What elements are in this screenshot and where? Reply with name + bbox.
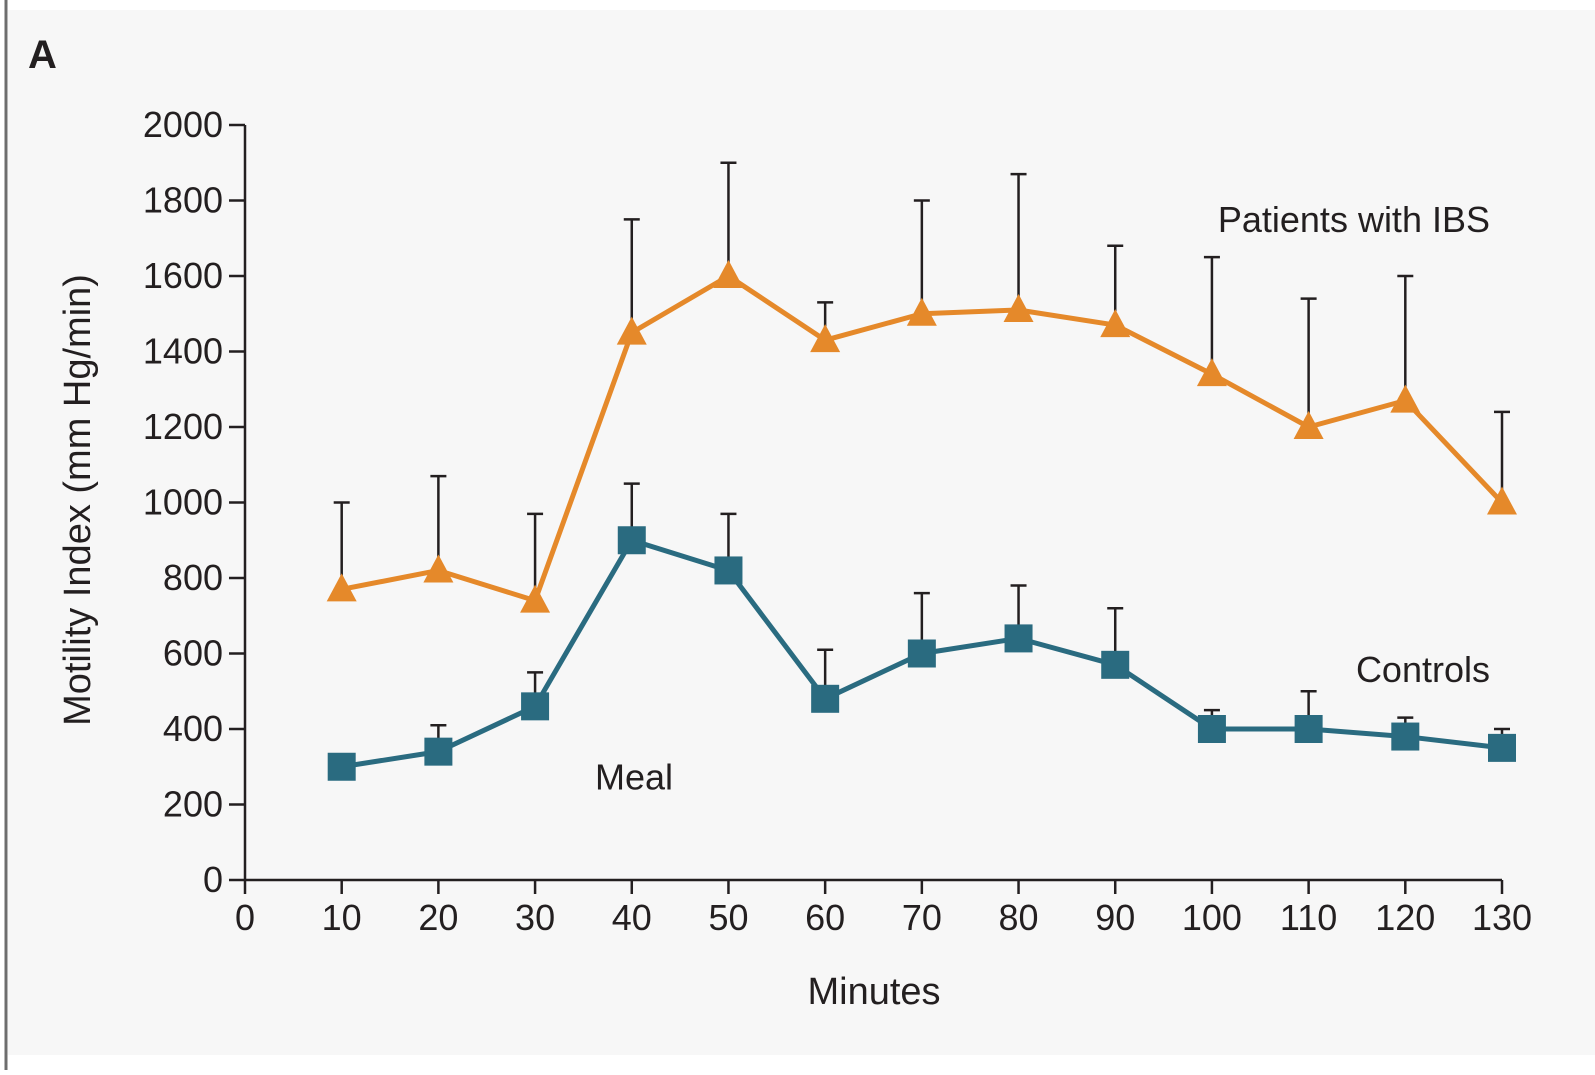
marker-controls	[811, 684, 840, 713]
panel-letter: A	[28, 33, 57, 77]
x-tick-label: 70	[902, 897, 942, 938]
y-tick-label: 1400	[143, 331, 223, 372]
marker-controls	[1101, 650, 1130, 679]
y-ticks-group: 0 200 400 600 800 1000 1200 1400 1600 1800 2000	[143, 104, 245, 900]
marker-controls	[617, 526, 646, 555]
x-tick-label: 60	[805, 897, 845, 938]
marker-controls	[327, 752, 356, 781]
marker-ibs	[1100, 309, 1131, 338]
marker-controls	[907, 639, 936, 668]
meal-annotation: Meal	[595, 756, 673, 797]
marker-controls	[1391, 722, 1420, 751]
marker-ibs	[1390, 384, 1421, 413]
marker-controls	[521, 692, 550, 721]
markers-group	[326, 260, 1517, 781]
x-tick-label: 90	[1095, 897, 1135, 938]
marker-ibs	[520, 584, 551, 613]
y-tick-label: 400	[163, 708, 223, 749]
x-tick-label: 20	[418, 897, 458, 938]
marker-controls	[1488, 733, 1516, 762]
y-tick-label: 1800	[143, 180, 223, 221]
x-tick-label: 120	[1375, 897, 1435, 938]
x-tick-label: 50	[708, 897, 748, 938]
marker-ibs	[1487, 486, 1517, 515]
series-label-controls: Controls	[1356, 649, 1490, 690]
marker-controls	[714, 556, 743, 585]
marker-ibs	[326, 573, 357, 602]
marker-ibs	[713, 260, 744, 288]
marker-ibs	[906, 297, 937, 326]
y-tick-label: 600	[163, 633, 223, 674]
x-tick-label: 80	[999, 897, 1039, 938]
marker-controls	[1294, 715, 1323, 743]
x-tick-label: 110	[1280, 897, 1337, 938]
y-tick-label: 200	[163, 784, 223, 825]
y-tick-label: 0	[203, 859, 223, 900]
marker-ibs	[1293, 411, 1324, 439]
x-ticks-group: 0 10 20 30 40 50 60 70 80 90 100 110 120 130	[235, 880, 1532, 938]
y-tick-label: 1600	[143, 255, 223, 296]
x-tick-label: 0	[235, 897, 255, 938]
y-tick-label: 800	[163, 557, 223, 598]
marker-ibs	[1196, 358, 1227, 387]
marker-ibs	[616, 316, 647, 345]
marker-ibs	[423, 554, 454, 583]
marker-ibs	[1003, 293, 1034, 322]
marker-controls	[1004, 624, 1033, 653]
marker-controls	[1197, 715, 1226, 743]
y-tick-label: 1000	[143, 482, 223, 523]
x-tick-label: 130	[1472, 897, 1532, 938]
y-tick-label: 2000	[143, 104, 223, 145]
marker-ibs	[810, 324, 841, 353]
x-axis-title: Minutes	[807, 971, 940, 1013]
x-tick-label: 40	[612, 897, 652, 938]
x-tick-label: 30	[515, 897, 555, 938]
series-label-ibs: Patients with IBS	[1218, 199, 1490, 240]
y-tick-label: 1200	[143, 406, 223, 447]
marker-controls	[424, 737, 453, 766]
x-tick-label: 100	[1182, 897, 1242, 938]
x-tick-label: 10	[322, 897, 362, 938]
y-axis-title: Motility Index (mm Hg/min)	[57, 274, 99, 726]
